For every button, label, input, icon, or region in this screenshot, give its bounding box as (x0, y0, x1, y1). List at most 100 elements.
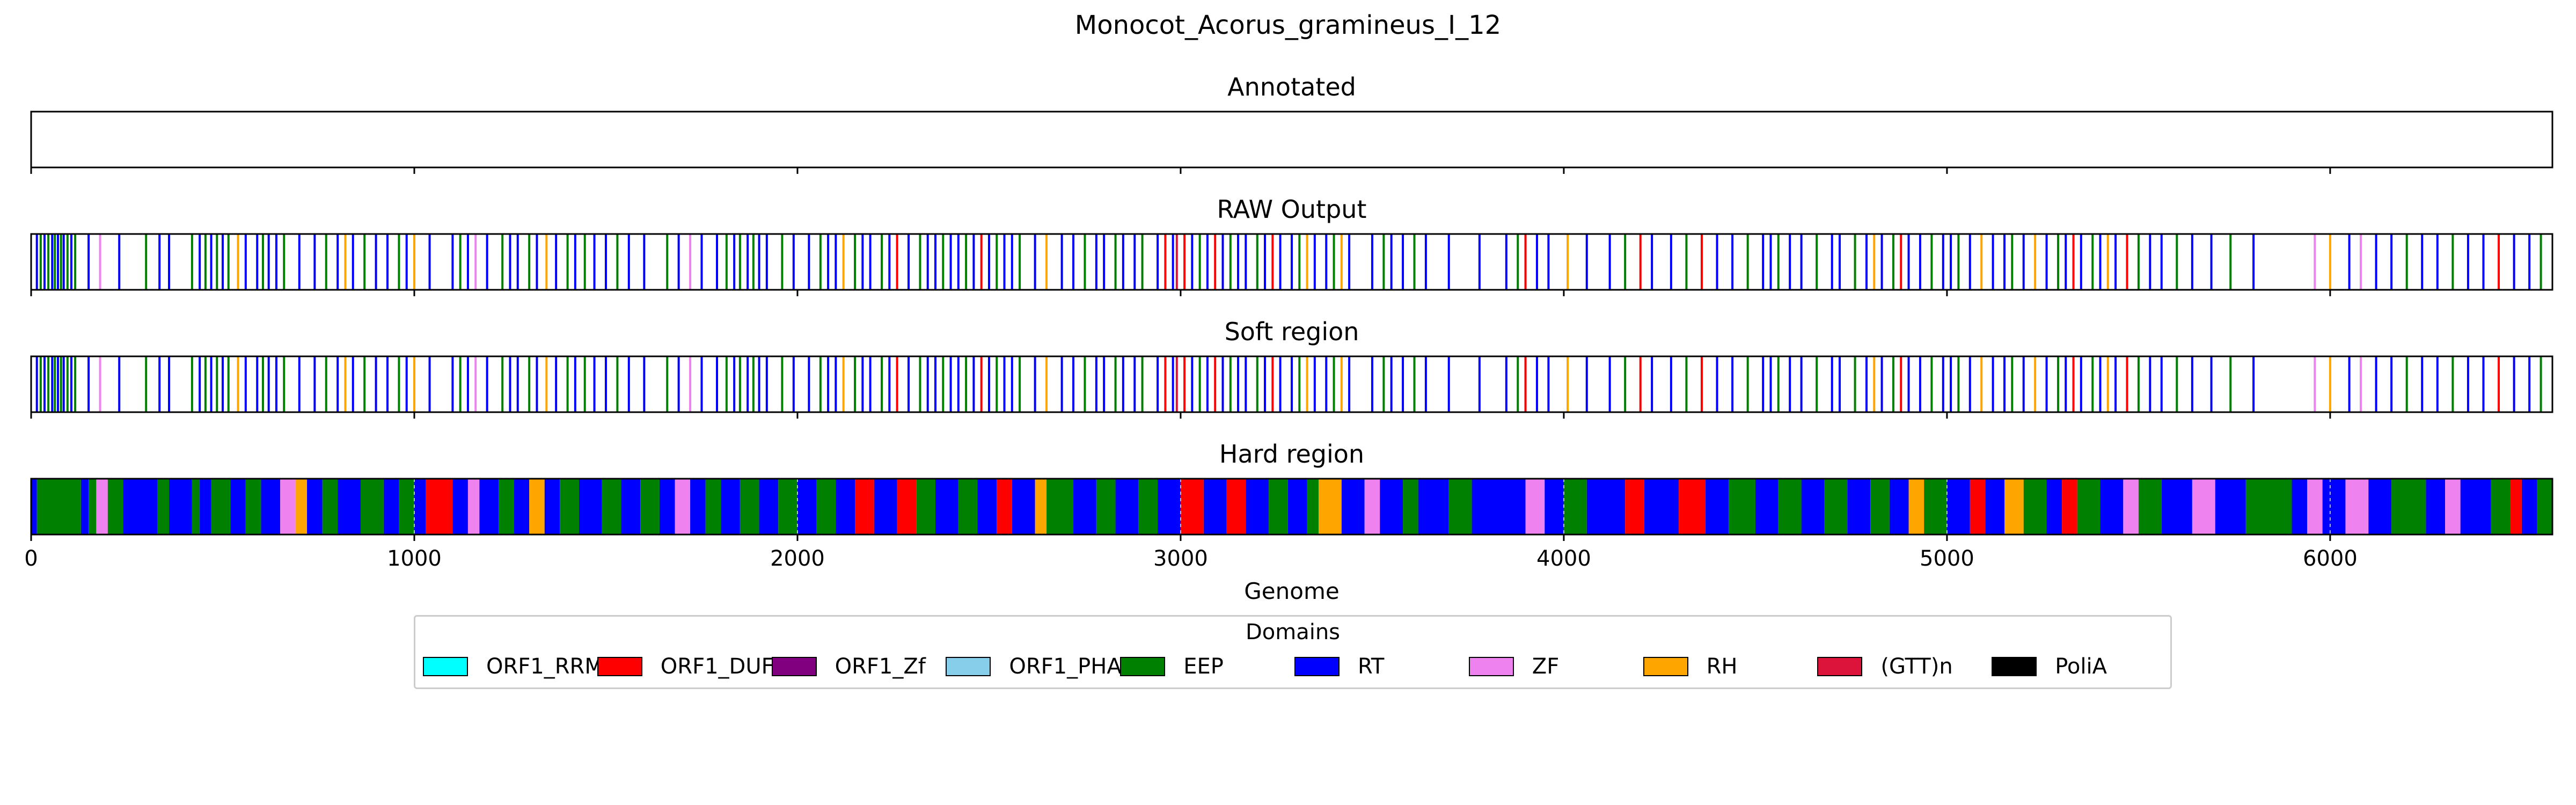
domain-block-eep (602, 479, 621, 535)
domain-block-rh (1908, 479, 1924, 535)
panel-raw-output: RAW Output (30, 195, 2553, 296)
domain-block-zf (1364, 479, 1380, 535)
legend-item-orf1-pha: ORF1_PHA (946, 653, 1122, 680)
legend-item-polia: PoliA (1992, 653, 2107, 680)
domain-block-zf (96, 479, 108, 535)
legend-label: ORF1_PHA (1009, 654, 1122, 679)
domain-block-orf1-duf (1226, 479, 1246, 535)
domain-block-rh (2004, 479, 2024, 535)
panel-annotated: Annotated (30, 72, 2553, 174)
domain-block-orf1-duf (997, 479, 1012, 535)
domain-block-rt (1472, 479, 1526, 535)
domain-block-rt (1946, 479, 1970, 535)
domain-block-rt (2046, 479, 2062, 535)
panel-frame (30, 355, 2553, 413)
domain-block-eep (245, 479, 261, 535)
domain-block-eep (705, 479, 721, 535)
domain-block-eep (2491, 479, 2511, 535)
domain-block-eep (2391, 479, 2426, 535)
domain-block-orf1-duf (2510, 479, 2522, 535)
domain-block-rt (721, 479, 740, 535)
legend-swatch (771, 657, 817, 676)
panel-title: Soft region (1225, 317, 1359, 346)
domain-block-eep (2077, 479, 2101, 535)
domain-block-rt (2161, 479, 2192, 535)
domain-block-rt (544, 479, 560, 535)
domain-block-eep (499, 479, 514, 535)
domain-block-eep (1269, 479, 1288, 535)
domain-block-rt (1203, 479, 1227, 535)
panel-soft-region: Soft region (30, 317, 2553, 419)
legend-label: EEP (1183, 654, 1224, 679)
domain-block-rt (514, 479, 530, 535)
domain-block-eep (36, 479, 81, 535)
domain-block-rt (2322, 479, 2346, 535)
panel-frame (30, 478, 2553, 536)
domain-block-rt (123, 479, 158, 535)
domain-block-zf (2123, 479, 2139, 535)
panel-title: Annotated (1227, 72, 1356, 101)
domain-block-rt (1158, 479, 1181, 535)
domain-block-eep (1563, 479, 1587, 535)
legend: Domains ORF1_RRM ORF1_DUF ORF1_Zf ORF1_PHA E… (414, 615, 2172, 689)
domain-block-eep (560, 479, 579, 535)
domain-block-rt (1341, 479, 1365, 535)
figure-title: Monocot_Acorus_gramineus_I_12 (1075, 10, 1501, 40)
domain-block-rt (690, 479, 706, 535)
domain-block-rt (977, 479, 997, 535)
legend-swatch (1992, 657, 2037, 676)
domain-block-rt (230, 479, 246, 535)
domain-block-eep (89, 479, 97, 535)
domain-block-rt (2215, 479, 2246, 535)
panels: Annotated RAW Output Soft region Hard regio… (30, 72, 2553, 541)
domain-block-rt (2521, 479, 2537, 535)
domain-block-eep (1448, 479, 1472, 535)
domain-block-eep (2023, 479, 2047, 535)
panel-title: Hard region (1219, 440, 1364, 469)
legend-item-rt: RT (1294, 653, 1384, 680)
domain-block-rt (479, 479, 499, 535)
legend-items: ORF1_RRM ORF1_DUF ORF1_Zf ORF1_PHA EEP RT ZF RH… (423, 653, 2163, 680)
domain-block-eep (1824, 479, 1848, 535)
domain-block-rt (1801, 479, 1825, 535)
legend-item-orf1-zf: ORF1_Zf (771, 653, 926, 680)
legend-swatch (946, 657, 991, 676)
domain-block-zf (280, 479, 296, 535)
domain-block-rt (261, 479, 281, 535)
domain-block-rt (797, 479, 817, 535)
domain-block-rt (935, 479, 958, 535)
x-tick-label: 0 (24, 546, 38, 571)
domain-block-orf1-duf (1970, 479, 1986, 535)
domain-block-orf1-duf (1679, 479, 1706, 535)
domain-block-rt (414, 479, 426, 535)
x-tick-label: 5000 (1920, 546, 1974, 571)
domain-block-eep (107, 479, 123, 535)
domain-block-eep (2537, 479, 2552, 535)
domain-block-eep (322, 479, 338, 535)
domain-block-eep (958, 479, 978, 535)
domain-block-eep (916, 479, 935, 535)
legend-swatch (423, 657, 468, 676)
domain-block-rt (383, 479, 399, 535)
domain-block-rt (1246, 479, 1269, 535)
panel-hard-region: Hard region (30, 440, 2553, 541)
x-tick-label: 4000 (1536, 546, 1591, 571)
domain-block-rt (1115, 479, 1139, 535)
domain-block-eep (2138, 479, 2162, 535)
domain-block-rt (1755, 479, 1779, 535)
legend-label: ORF1_RRM (486, 654, 603, 679)
domain-block-orf1-duf (1625, 479, 1644, 535)
domain-block-rt (338, 479, 361, 535)
legend-item-orf1-rrm: ORF1_RRM (423, 653, 603, 680)
legend-item-zf: ZF (1468, 653, 1559, 680)
domain-block-rt (1380, 479, 1403, 535)
legend-label: ORF1_Zf (835, 654, 926, 679)
x-tick-label: 6000 (2303, 546, 2358, 571)
domain-block-rt (80, 479, 89, 535)
panel-title: RAW Output (1217, 195, 1367, 224)
domain-block-eep (1924, 479, 1947, 535)
domain-block-rt (2368, 479, 2392, 535)
domain-block-orf1-duf (897, 479, 917, 535)
domain-block-rt (1706, 479, 1729, 535)
domain-block-eep (361, 479, 384, 535)
